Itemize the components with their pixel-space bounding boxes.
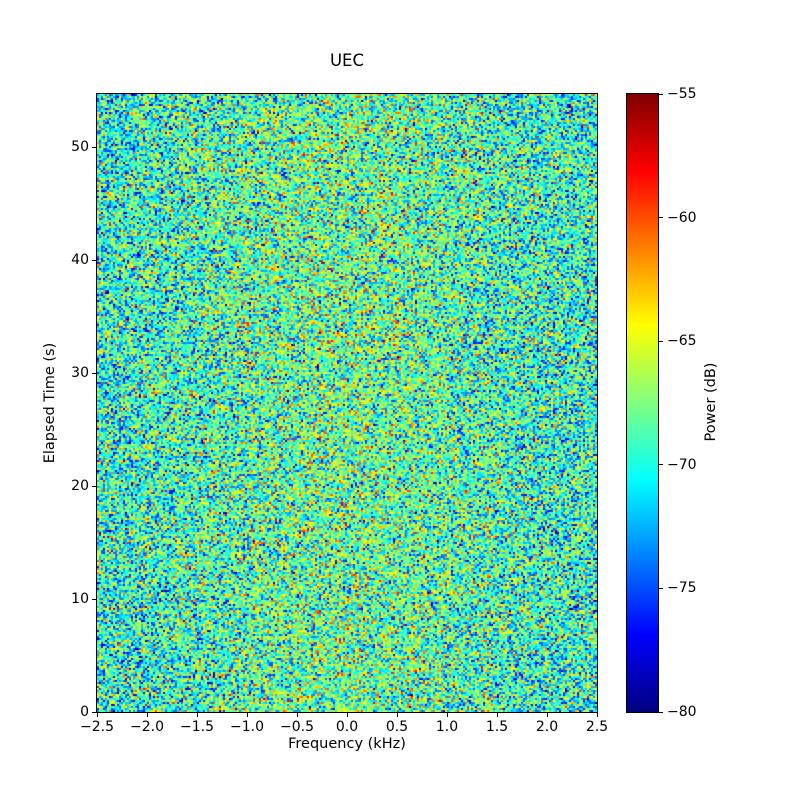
colorbar-tick-label: −80 <box>667 704 697 720</box>
colorbar-tick-label: −70 <box>667 456 697 473</box>
colorbar-label: Power (dB) <box>703 362 719 442</box>
spectrogram-canvas <box>96 93 598 713</box>
colorbar-tick-mark <box>659 464 663 466</box>
x-tick-label: 0.5 <box>385 719 409 735</box>
colorbar-tick-mark <box>659 93 663 95</box>
colorbar-tick-label: −60 <box>667 209 697 226</box>
colorbar-tick-mark <box>659 340 663 342</box>
x-axis-label: Frequency (kHz) <box>288 736 406 752</box>
x-tick-label: 1.0 <box>435 719 459 735</box>
colorbar-tick-mark <box>659 217 663 219</box>
x-tick-label: −1.0 <box>230 719 264 735</box>
x-tick-label: 1.5 <box>485 719 509 735</box>
y-tick-label: 0 <box>80 704 89 720</box>
y-tick-mark <box>92 485 96 487</box>
y-tick-mark <box>92 598 96 600</box>
colorbar-tick-label: −75 <box>667 580 697 597</box>
x-tick-mark <box>496 713 498 717</box>
y-tick-mark <box>92 711 96 713</box>
x-tick-label: −1.5 <box>180 719 214 735</box>
colorbar <box>626 93 659 713</box>
y-tick-label: 50 <box>71 139 89 156</box>
colorbar-tick-label: −65 <box>667 333 697 350</box>
x-tick-mark <box>146 713 148 717</box>
x-tick-mark <box>596 713 598 717</box>
x-tick-label: −2.5 <box>80 719 114 735</box>
y-tick-label: 30 <box>71 365 89 382</box>
x-tick-mark <box>196 713 198 717</box>
colorbar-tick-mark <box>659 587 663 589</box>
x-tick-label: 2.5 <box>585 719 609 735</box>
x-tick-label: −0.5 <box>280 719 314 735</box>
plot-title: UEC <box>329 51 365 71</box>
y-tick-mark <box>92 259 96 261</box>
x-tick-mark <box>446 713 448 717</box>
x-tick-mark <box>396 713 398 717</box>
x-tick-label: −2.0 <box>130 719 164 735</box>
x-tick-mark <box>246 713 248 717</box>
y-tick-label: 40 <box>71 252 89 269</box>
y-tick-label: 10 <box>71 591 89 608</box>
x-tick-mark <box>346 713 348 717</box>
y-tick-mark <box>92 372 96 374</box>
x-tick-mark <box>96 713 98 717</box>
y-tick-label: 20 <box>71 478 89 495</box>
y-tick-mark <box>92 146 96 148</box>
colorbar-tick-mark <box>659 711 663 713</box>
colorbar-tick-label: −55 <box>667 86 697 102</box>
x-tick-label: 2.0 <box>535 719 559 735</box>
x-tick-mark <box>296 713 298 717</box>
x-tick-label: 0.0 <box>335 719 359 735</box>
y-axis-label: Elapsed Time (s) <box>42 342 58 464</box>
x-tick-mark <box>546 713 548 717</box>
